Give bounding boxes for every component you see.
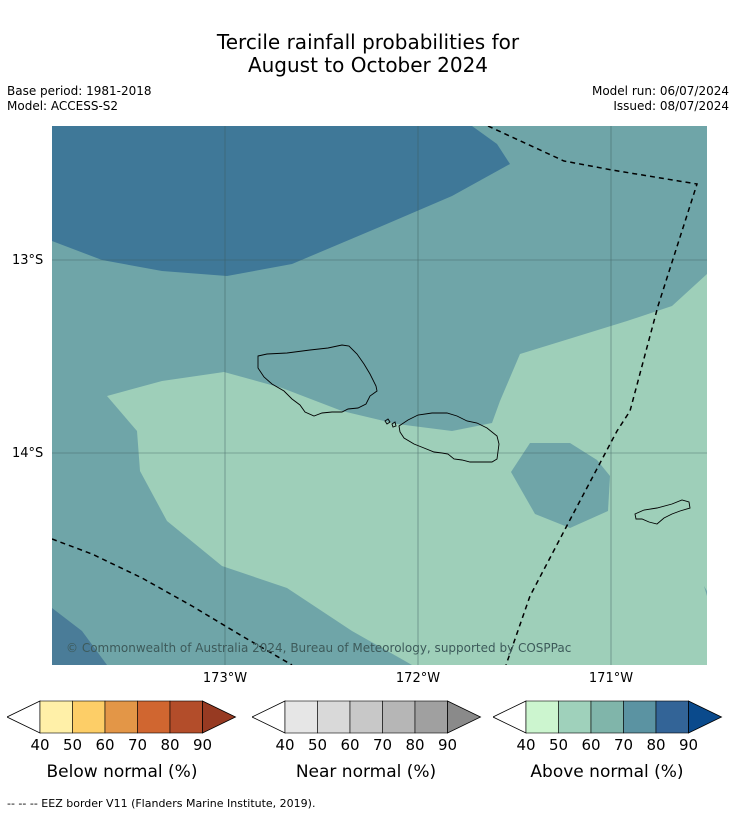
colorbar-near-segment — [414, 700, 448, 734]
colorbar-near-tick: 90 — [437, 736, 458, 754]
colorbar-above-low-extend — [493, 700, 527, 734]
base-period: Base period: 1981-2018 — [7, 84, 152, 98]
region-edge-right — [704, 586, 707, 596]
colorbar-below-segment — [137, 700, 171, 734]
colorbar-near-high-extend — [447, 700, 482, 734]
colorbar-near-tick: 50 — [307, 736, 328, 754]
colorbar-above-high-extend — [688, 700, 723, 734]
colorbar-below-low-extend — [7, 700, 41, 734]
colorbar-below-segment — [169, 700, 203, 734]
colorbar-title-near: Near normal (%) — [295, 762, 437, 782]
colorbar-above-tick: 90 — [678, 736, 699, 754]
colorbar-above-tick: 40 — [516, 736, 536, 754]
colorbar-title-above: Above normal (%) — [530, 762, 684, 782]
upolu-island — [398, 412, 500, 463]
colorbar-below-tick: 70 — [127, 736, 148, 754]
colorbar-above-tick: 70 — [613, 736, 634, 754]
lon-label-172w: 172°W — [395, 671, 441, 686]
colorbar-above-segment — [655, 700, 689, 734]
colorbar-below-tick: 60 — [95, 736, 115, 754]
eez-border — [52, 126, 698, 665]
colorbar-below — [7, 700, 237, 734]
colorbar-above-segment — [525, 700, 559, 734]
colorbar-near-tick: 80 — [405, 736, 425, 754]
savaii-island — [257, 344, 378, 417]
meta-right: Model run: 06/07/2024 Issued: 08/07/2024 — [592, 84, 729, 114]
colorbar-near-tick: 70 — [372, 736, 393, 754]
colorbar-near-segment — [382, 700, 416, 734]
colorbar-above-segment — [590, 700, 624, 734]
colorbar-title-below: Below normal (%) — [46, 762, 198, 782]
lon-label-171w: 171°W — [588, 671, 634, 686]
colorbar-near-segment — [349, 700, 383, 734]
meta-left: Base period: 1981-2018 Model: ACCESS-S2 — [7, 84, 152, 114]
copyright-notice: © Commonwealth of Australia 2024, Bureau… — [66, 641, 572, 655]
colorbar-above — [493, 700, 723, 734]
colorbar-above-tick: 80 — [646, 736, 666, 754]
eez-footnote: -- -- -- EEZ border V11 (Flanders Marine… — [7, 797, 316, 810]
colorbar-above-segment — [623, 700, 657, 734]
probability-map — [52, 126, 707, 665]
colorbar-below-segment — [72, 700, 106, 734]
region-above-70-north — [52, 126, 510, 276]
colorbar-near — [252, 700, 482, 734]
colorbar-below-tick: 80 — [160, 736, 180, 754]
colorbar-above-tick: 50 — [548, 736, 569, 754]
colorbar-below-tick: 40 — [30, 736, 50, 754]
colorbar-near-segment — [317, 700, 351, 734]
lat-label-13s: 13°S — [12, 253, 44, 268]
chart-title: Tercile rainfall probabilities for Augus… — [0, 31, 736, 77]
title-line-1: Tercile rainfall probabilities for — [216, 30, 520, 54]
tutuila-island — [634, 499, 691, 525]
colorbar-below-tick: 50 — [62, 736, 83, 754]
region-above-50 — [107, 274, 707, 665]
title-line-2: August to October 2024 — [247, 53, 489, 77]
issued-date: Issued: 08/07/2024 — [613, 99, 729, 113]
coastlines — [257, 344, 691, 525]
model-name: Model: ACCESS-S2 — [7, 99, 119, 113]
colorbar-above-segment — [558, 700, 592, 734]
manono-island — [391, 421, 397, 428]
colorbar-above-tick: 60 — [581, 736, 601, 754]
lat-label-14s: 14°S — [12, 446, 44, 461]
graticule — [52, 126, 707, 665]
colorbar-near-segment — [284, 700, 318, 734]
region-above-60-patch — [511, 443, 610, 528]
model-run: Model run: 06/07/2024 — [591, 84, 729, 98]
region-above-70-corner — [52, 608, 107, 665]
colorbar-below-high-extend — [202, 700, 237, 734]
colorbar-below-segment — [39, 700, 73, 734]
apolima-island — [384, 418, 391, 425]
colorbar-near-tick: 40 — [275, 736, 295, 754]
colorbar-near-tick: 60 — [340, 736, 360, 754]
colorbar-near-low-extend — [252, 700, 286, 734]
colorbar-below-tick: 90 — [192, 736, 213, 754]
lon-label-173w: 173°W — [202, 671, 248, 686]
colorbar-below-segment — [104, 700, 138, 734]
